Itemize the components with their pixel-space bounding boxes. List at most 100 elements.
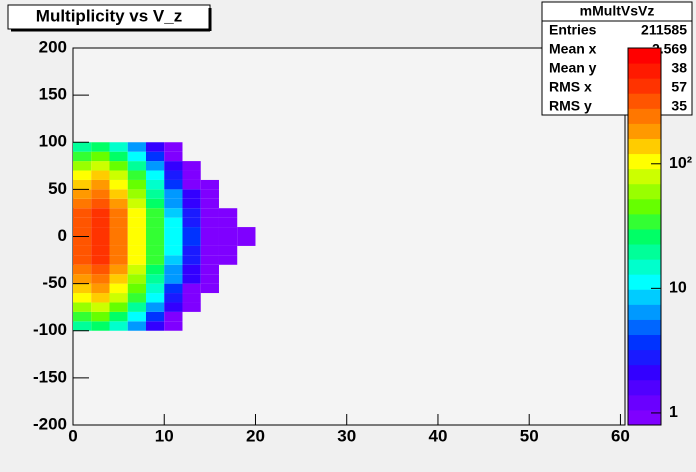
cell (73, 179, 92, 190)
cell (164, 302, 183, 312)
cell (200, 217, 219, 228)
palette-swatch (628, 364, 661, 381)
cell (127, 274, 146, 284)
cell (73, 151, 92, 162)
palette-swatch (628, 63, 661, 79)
x-tick-label: 40 (428, 426, 447, 445)
palette-swatch (628, 168, 661, 185)
stats-value: 57 (671, 79, 687, 95)
cell (200, 198, 219, 209)
y-tick-label: 50 (48, 179, 67, 198)
cell (164, 274, 183, 284)
palette-swatch (628, 153, 661, 170)
cell (182, 274, 201, 284)
cell (91, 208, 110, 218)
z-tick-label: 10² (669, 155, 692, 172)
cell (145, 142, 165, 152)
cell (91, 283, 110, 294)
cell (91, 255, 110, 265)
x-tick-label: 20 (246, 426, 265, 445)
cell (237, 227, 256, 237)
cell (109, 321, 128, 331)
cell (145, 227, 165, 237)
cell (73, 245, 92, 256)
cell (127, 311, 146, 322)
cell (164, 217, 183, 228)
cell (73, 170, 92, 180)
cell (164, 198, 183, 209)
cell (218, 217, 238, 228)
cell (145, 321, 165, 331)
cell (73, 283, 92, 294)
cell (109, 283, 128, 294)
palette-swatch (628, 244, 661, 260)
palette-swatch (628, 304, 661, 320)
cell (164, 255, 183, 265)
cell (73, 217, 92, 228)
cell (200, 208, 219, 218)
cell (91, 189, 110, 199)
cell (145, 189, 165, 199)
y-tick-label: 150 (39, 85, 67, 104)
cell (91, 217, 110, 228)
cell (109, 151, 128, 162)
stats-value: 211585 (641, 22, 687, 38)
cell (91, 302, 110, 312)
cell (145, 302, 165, 312)
stats-label: Mean x (549, 41, 597, 57)
cell (200, 189, 219, 199)
cell (164, 283, 183, 294)
cell (145, 311, 165, 322)
cell (164, 189, 183, 199)
cell (200, 227, 219, 237)
cell (91, 321, 110, 331)
y-tick-label: -200 (33, 414, 67, 433)
cell (109, 179, 128, 190)
cell (145, 217, 165, 228)
cell (109, 274, 128, 284)
cell (200, 274, 219, 284)
palette-swatch (628, 379, 661, 396)
cell (164, 293, 183, 303)
cell (91, 198, 110, 209)
y-tick-label: -150 (33, 367, 67, 386)
cell (109, 245, 128, 256)
palette-swatch (628, 93, 661, 109)
palette-swatch (628, 183, 661, 200)
cell (164, 179, 183, 190)
cell (109, 255, 128, 265)
cell (109, 227, 128, 237)
cell (73, 255, 92, 265)
cell (91, 142, 110, 152)
cell (182, 161, 201, 171)
cell (237, 236, 256, 246)
cell (164, 321, 183, 331)
cell (200, 264, 219, 275)
y-tick-label: 0 (58, 226, 67, 245)
stats-value: 38 (671, 60, 687, 76)
cell (91, 151, 110, 162)
cell (145, 208, 165, 218)
y-tick-label: 100 (39, 132, 67, 151)
cell (218, 227, 238, 237)
y-tick-label: -100 (33, 320, 67, 339)
x-tick-label: 0 (68, 426, 77, 445)
stats-label: Entries (549, 22, 597, 38)
cell (218, 236, 238, 246)
y-tick-label: 200 (39, 37, 67, 56)
cell (91, 236, 110, 246)
cell (91, 311, 110, 322)
cell (145, 274, 165, 284)
cell (127, 321, 146, 331)
cell (164, 311, 183, 322)
cell (73, 227, 92, 237)
cell (73, 142, 92, 152)
cell (109, 302, 128, 312)
palette-swatch (628, 48, 661, 64)
cell (127, 236, 146, 246)
cell (182, 245, 201, 256)
cell (73, 293, 92, 303)
cell (145, 170, 165, 180)
cell (109, 293, 128, 303)
cell (109, 311, 128, 322)
